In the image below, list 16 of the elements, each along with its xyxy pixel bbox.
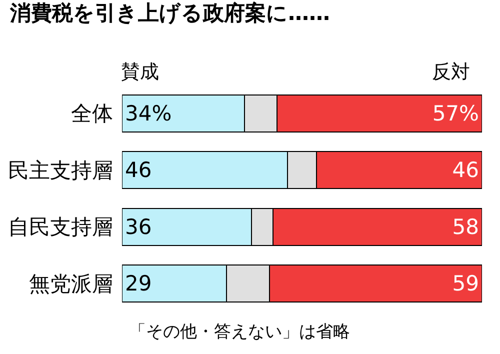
series-label: 反対 [432, 61, 470, 83]
y-tick-label: 全体 [70, 102, 113, 126]
y-tick-label: 無党派層 [28, 272, 113, 296]
data-label: 58 [452, 214, 479, 239]
data-label: 57% [432, 101, 479, 126]
data-label: 59 [452, 272, 479, 296]
y-tick-label: 自民支持層 [8, 215, 113, 240]
data-label: 36 [125, 214, 152, 239]
y-tick-label: 民主支持層 [8, 158, 113, 182]
chart-title: 消費税を引き上げる政府案に…… [9, 1, 330, 26]
data-label: 34% [125, 101, 172, 126]
data-label: 29 [125, 272, 152, 296]
series-label: 賛成 [121, 61, 159, 83]
text: 「その他・答えない」は省略 [129, 322, 350, 342]
data-label: 46 [452, 158, 479, 182]
data-label: 46 [125, 158, 152, 182]
